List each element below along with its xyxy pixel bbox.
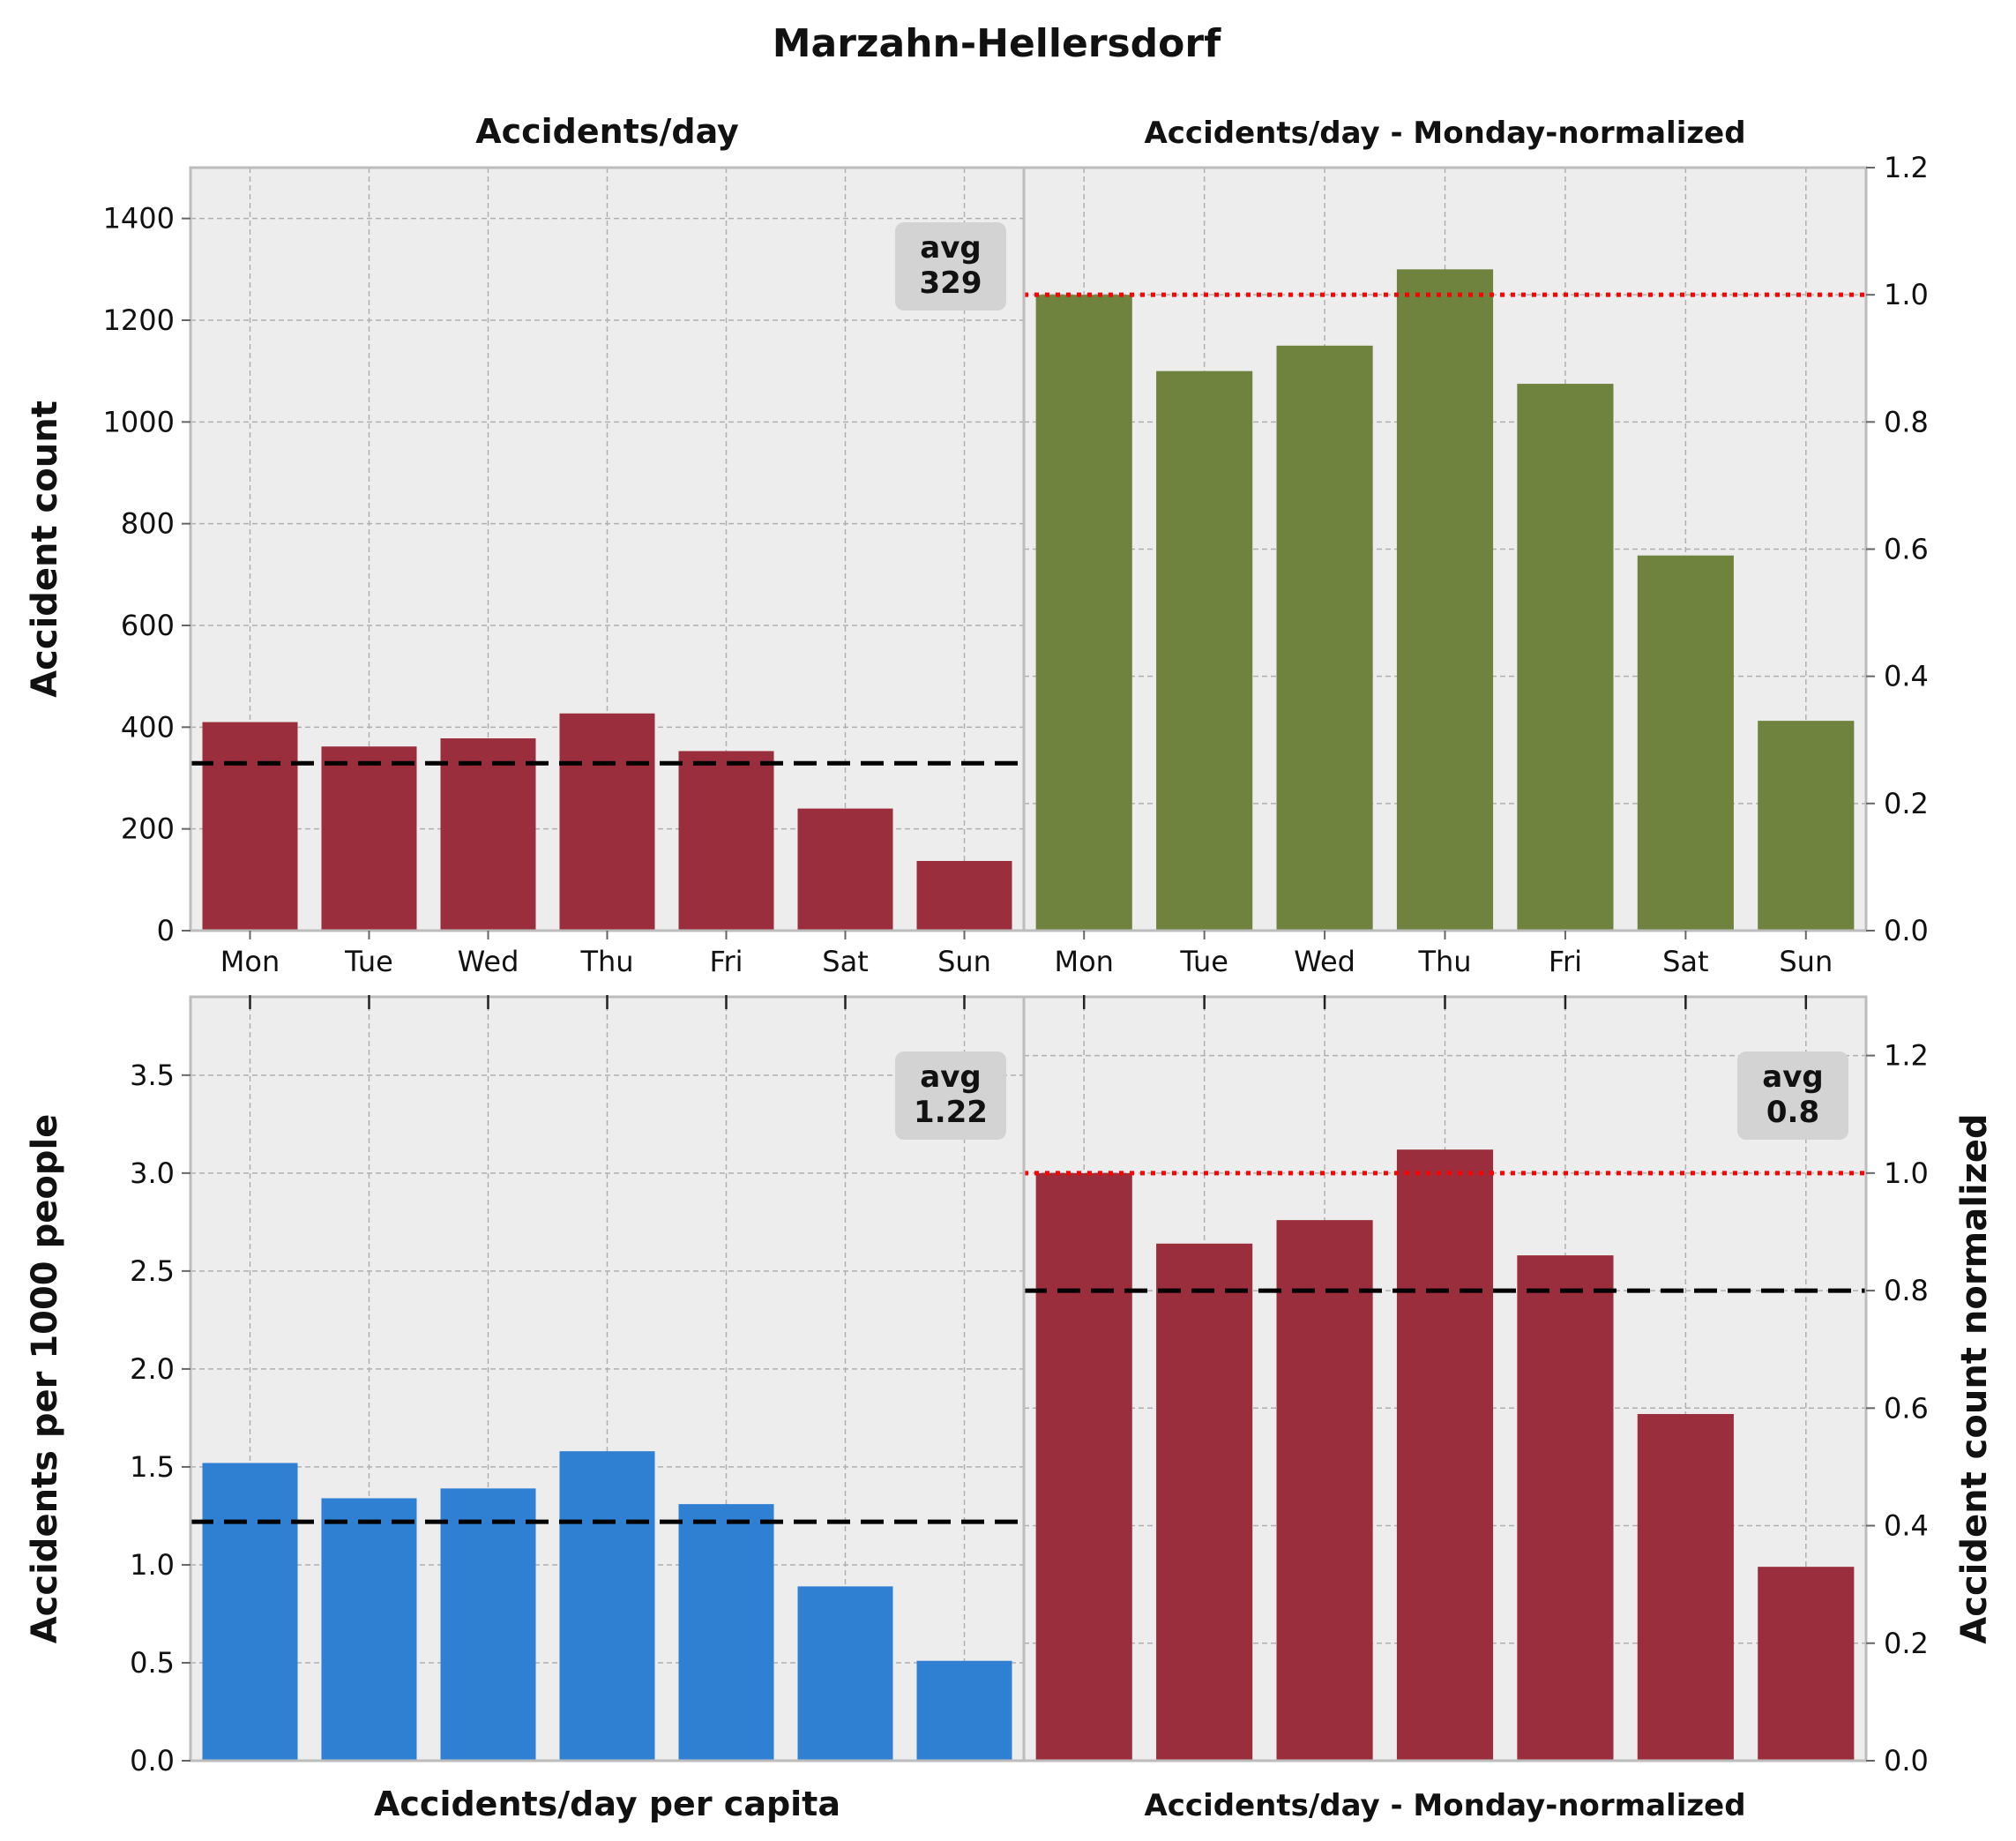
- y-tick-label: 0: [157, 914, 175, 947]
- y-tick-label: 1.2: [1884, 1039, 1929, 1073]
- bar-mon: [202, 1463, 298, 1761]
- x-axis-label: Accidents/day - Monday-normalized: [1144, 1788, 1745, 1823]
- x-tick-label: Sun: [1779, 945, 1833, 978]
- panel-title: Accidents/day - Monday-normalized: [1144, 116, 1745, 151]
- x-tick-label: Fri: [1549, 945, 1582, 978]
- average-annotation-box: [895, 1051, 1006, 1140]
- y-tick-label: 0.8: [1884, 1274, 1929, 1307]
- x-tick-label: Thu: [579, 945, 633, 978]
- y-tick-label: 0.0: [1884, 914, 1929, 947]
- y-tick-label: 200: [121, 812, 175, 846]
- bar-tue: [1156, 1243, 1253, 1761]
- x-tick-label: Tue: [344, 945, 393, 978]
- figure-title: Marzahn-Hellersdorf: [773, 21, 1221, 66]
- average-annotation: avg 329: [920, 230, 982, 301]
- y-tick-label: 400: [121, 710, 175, 744]
- y-tick-label: 0.4: [1884, 1509, 1929, 1543]
- x-tick-label: Tue: [1179, 945, 1228, 978]
- bar-fri: [1517, 1255, 1614, 1761]
- y-tick-label: 1.5: [130, 1450, 175, 1484]
- y-tick-label: 600: [121, 609, 175, 642]
- bar-mon: [1035, 1172, 1132, 1761]
- y-tick-label: 1.0: [130, 1548, 175, 1582]
- bar-sat: [797, 808, 893, 931]
- y-tick-label: 3.5: [130, 1059, 175, 1092]
- y-tick-label: 0.2: [1884, 1627, 1929, 1660]
- bar-wed: [1276, 1220, 1373, 1761]
- bar-sat: [1637, 555, 1734, 931]
- average-annotation-box: [1737, 1051, 1848, 1140]
- y-tick-label: 0.2: [1884, 787, 1929, 820]
- panel-top-left: 0 200 400 600 800 1000 1200 1400 Mon Tue Wed Thu Fri…: [25, 112, 1026, 978]
- bar-tue: [321, 1498, 417, 1761]
- panel-top-right: 0.0 0.2 0.4 0.6 0.8 1.0 1.2 Mon Tue Wed Thu Fri Sat S…: [1022, 116, 1929, 978]
- x-axis-label: Accidents/day per capita: [374, 1785, 840, 1823]
- bar-thu: [1396, 269, 1494, 931]
- y-tick-label: 1.0: [1884, 1156, 1929, 1190]
- bar-sun: [1758, 721, 1855, 931]
- panel-bottom-right: 0.0 0.2 0.4 0.6 0.8 1.0 1.2 Accidents/day - Mon…: [1022, 995, 1995, 1823]
- y-tick-label: 1400: [103, 202, 175, 236]
- y-tick-label: 0.8: [1884, 405, 1929, 438]
- bar-thu: [559, 1451, 655, 1761]
- bar-tue: [1156, 370, 1253, 932]
- bar-sat: [797, 1586, 893, 1761]
- y-tick-label: 0.6: [1884, 533, 1929, 566]
- bar-wed: [1276, 345, 1373, 931]
- y-axis-label: Accident count normalized: [1954, 1113, 1995, 1643]
- y-tick-label: 1000: [103, 405, 175, 438]
- x-tick-label: Wed: [458, 945, 519, 978]
- panel-title: Accidents/day: [475, 112, 739, 151]
- bar-fri: [678, 751, 774, 931]
- y-tick-label: 2.0: [130, 1352, 175, 1386]
- bar-wed: [440, 738, 536, 931]
- y-tick-label: 800: [121, 507, 175, 541]
- y-tick-label: 3.0: [130, 1156, 175, 1190]
- x-tick-label: Wed: [1294, 945, 1355, 978]
- y-axis-label: Accident count: [25, 400, 65, 698]
- x-tick-label: Mon: [220, 945, 280, 978]
- y-tick-label: 0.5: [130, 1646, 175, 1680]
- bar-sun: [916, 1660, 1012, 1761]
- bar-fri: [1517, 384, 1614, 931]
- average-annotation: avg 0.8: [1762, 1059, 1823, 1130]
- x-tick-label: Fri: [709, 945, 743, 978]
- bar-sat: [1637, 1413, 1734, 1761]
- y-axis-label: Accidents per 1000 people: [25, 1114, 65, 1644]
- x-tick-label: Mon: [1054, 945, 1113, 978]
- panel-bottom-left: 0.0 0.5 1.0 1.5 2.0 2.5 3.0 3.5 Accidents/day pe…: [25, 995, 1026, 1823]
- x-tick-label: Sat: [1662, 945, 1708, 978]
- y-tick-label: 0.0: [1884, 1744, 1929, 1777]
- bar-tue: [321, 746, 417, 931]
- y-tick-label: 1200: [103, 303, 175, 337]
- bar-sun: [1758, 1567, 1855, 1761]
- bar-thu: [559, 713, 655, 931]
- bar-sun: [916, 860, 1012, 931]
- bar-wed: [440, 1488, 536, 1761]
- y-tick-label: 2.5: [130, 1254, 175, 1288]
- y-tick-label: 0.4: [1884, 660, 1929, 693]
- average-annotation-box: [895, 222, 1006, 311]
- x-tick-label: Sun: [937, 945, 991, 978]
- x-tick-label: Sat: [822, 945, 868, 978]
- y-tick-label: 0.6: [1884, 1391, 1929, 1425]
- bar-mon: [202, 722, 298, 931]
- bar-mon: [1035, 295, 1132, 932]
- average-annotation: avg 1.22: [914, 1059, 988, 1130]
- y-tick-label: 0.0: [130, 1744, 175, 1777]
- x-tick-label: Thu: [1417, 945, 1471, 978]
- y-tick-label: 1.2: [1884, 151, 1929, 184]
- bar-thu: [1396, 1149, 1494, 1761]
- y-tick-label: 1.0: [1884, 278, 1929, 311]
- bar-fri: [678, 1504, 774, 1761]
